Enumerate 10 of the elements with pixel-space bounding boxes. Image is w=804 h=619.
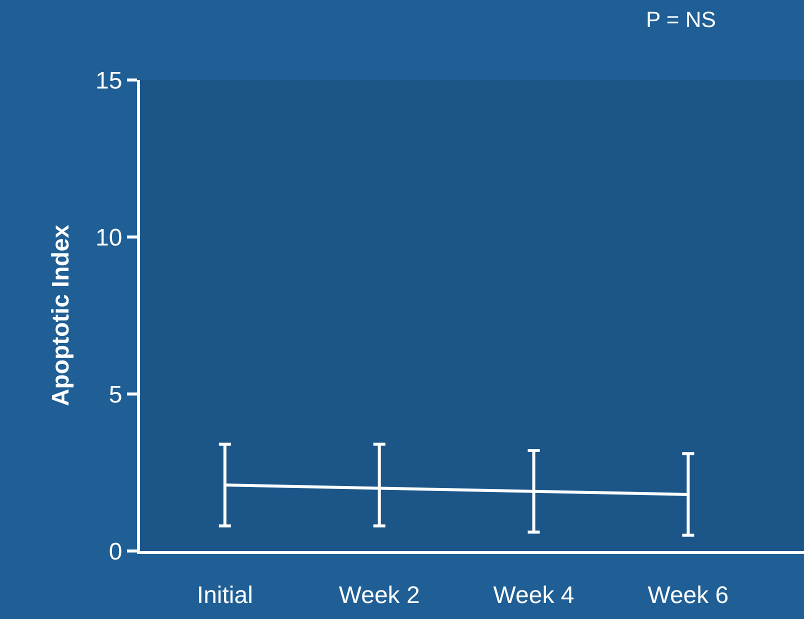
text: P = NS (646, 7, 716, 32)
y-tick-label: 15 (95, 67, 122, 94)
y-tick-label: 5 (108, 381, 122, 408)
x-tick-label: Week 2 (338, 582, 420, 609)
x-tick-label: Initial (196, 582, 253, 609)
y-tick-label: 0 (108, 538, 122, 566)
x-tick-label: Week 4 (493, 582, 574, 609)
y-tick-label: 10 (95, 224, 122, 252)
x-tick-label: Week 6 (648, 582, 729, 609)
y-axis-title: Apoptotic Index (48, 224, 75, 406)
